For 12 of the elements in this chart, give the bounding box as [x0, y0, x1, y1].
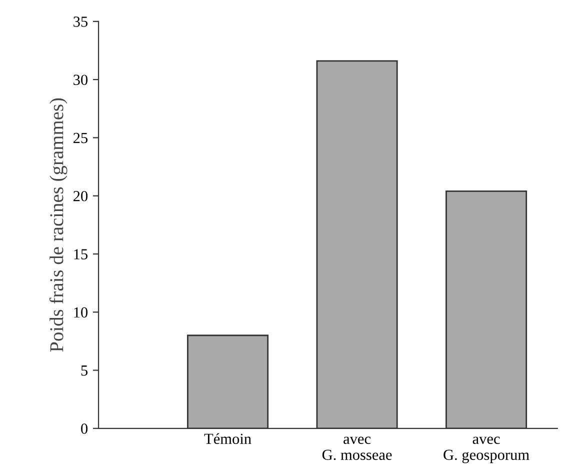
y-tick-label: 20 — [74, 190, 88, 202]
y-tick-label: 35 — [74, 16, 88, 27]
y-tick-label: 5 — [81, 366, 88, 376]
x-tick-label: Témoin — [204, 433, 252, 444]
y-tick-label: 10 — [74, 307, 88, 318]
y-tick-label: 0 — [81, 424, 88, 434]
x-tick-label: avec G. geosporum — [444, 436, 530, 464]
y-tick-label: 30 — [74, 74, 88, 86]
y-tick-label: 15 — [74, 249, 88, 260]
y-axis-title: Poids frais de racines (grammes) — [49, 98, 68, 352]
x-tick-label: avec G. mosseae — [322, 436, 392, 460]
y-tick-label: 25 — [74, 132, 88, 144]
